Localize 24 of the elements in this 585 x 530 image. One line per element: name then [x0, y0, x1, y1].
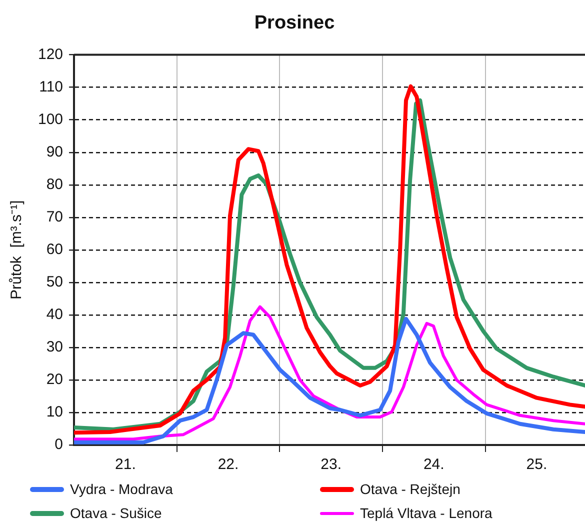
y-tick-label: 60: [46, 241, 64, 258]
x-tick-label: 25.: [526, 456, 548, 474]
y-tick-label: 20: [46, 371, 64, 388]
y-tick-label: 40: [46, 306, 64, 324]
y-tick-label: 0: [54, 436, 64, 454]
x-tick-label: 23.: [320, 456, 342, 474]
chart-title: Prosinec: [254, 12, 336, 34]
y-tick-label: 110: [39, 78, 64, 96]
x-tick-label: 24.: [423, 456, 444, 474]
legend-label: Teplá Vltava - Lenora: [360, 505, 492, 521]
y-axis-title: Průtok [m³.s⁻¹]: [8, 200, 26, 300]
y-tick-label: 30: [46, 338, 64, 356]
x-tick-label: 21.: [115, 456, 136, 474]
y-tick-label: 80: [46, 176, 64, 194]
x-tick-label: 22.: [218, 456, 239, 474]
y-tick-label: 50: [46, 274, 64, 291]
legend-label: Otava - Rejštejn: [360, 481, 460, 497]
y-tick-label: 70: [46, 208, 64, 226]
y-tick-label: 120: [38, 46, 64, 63]
y-tick-label: 100: [38, 110, 64, 128]
legend-label: Otava - Sušice: [70, 505, 162, 521]
y-tick-label: 10: [46, 404, 64, 421]
legend-label: Vydra - Modrava: [70, 481, 173, 497]
y-tick-label: 90: [46, 143, 64, 160]
